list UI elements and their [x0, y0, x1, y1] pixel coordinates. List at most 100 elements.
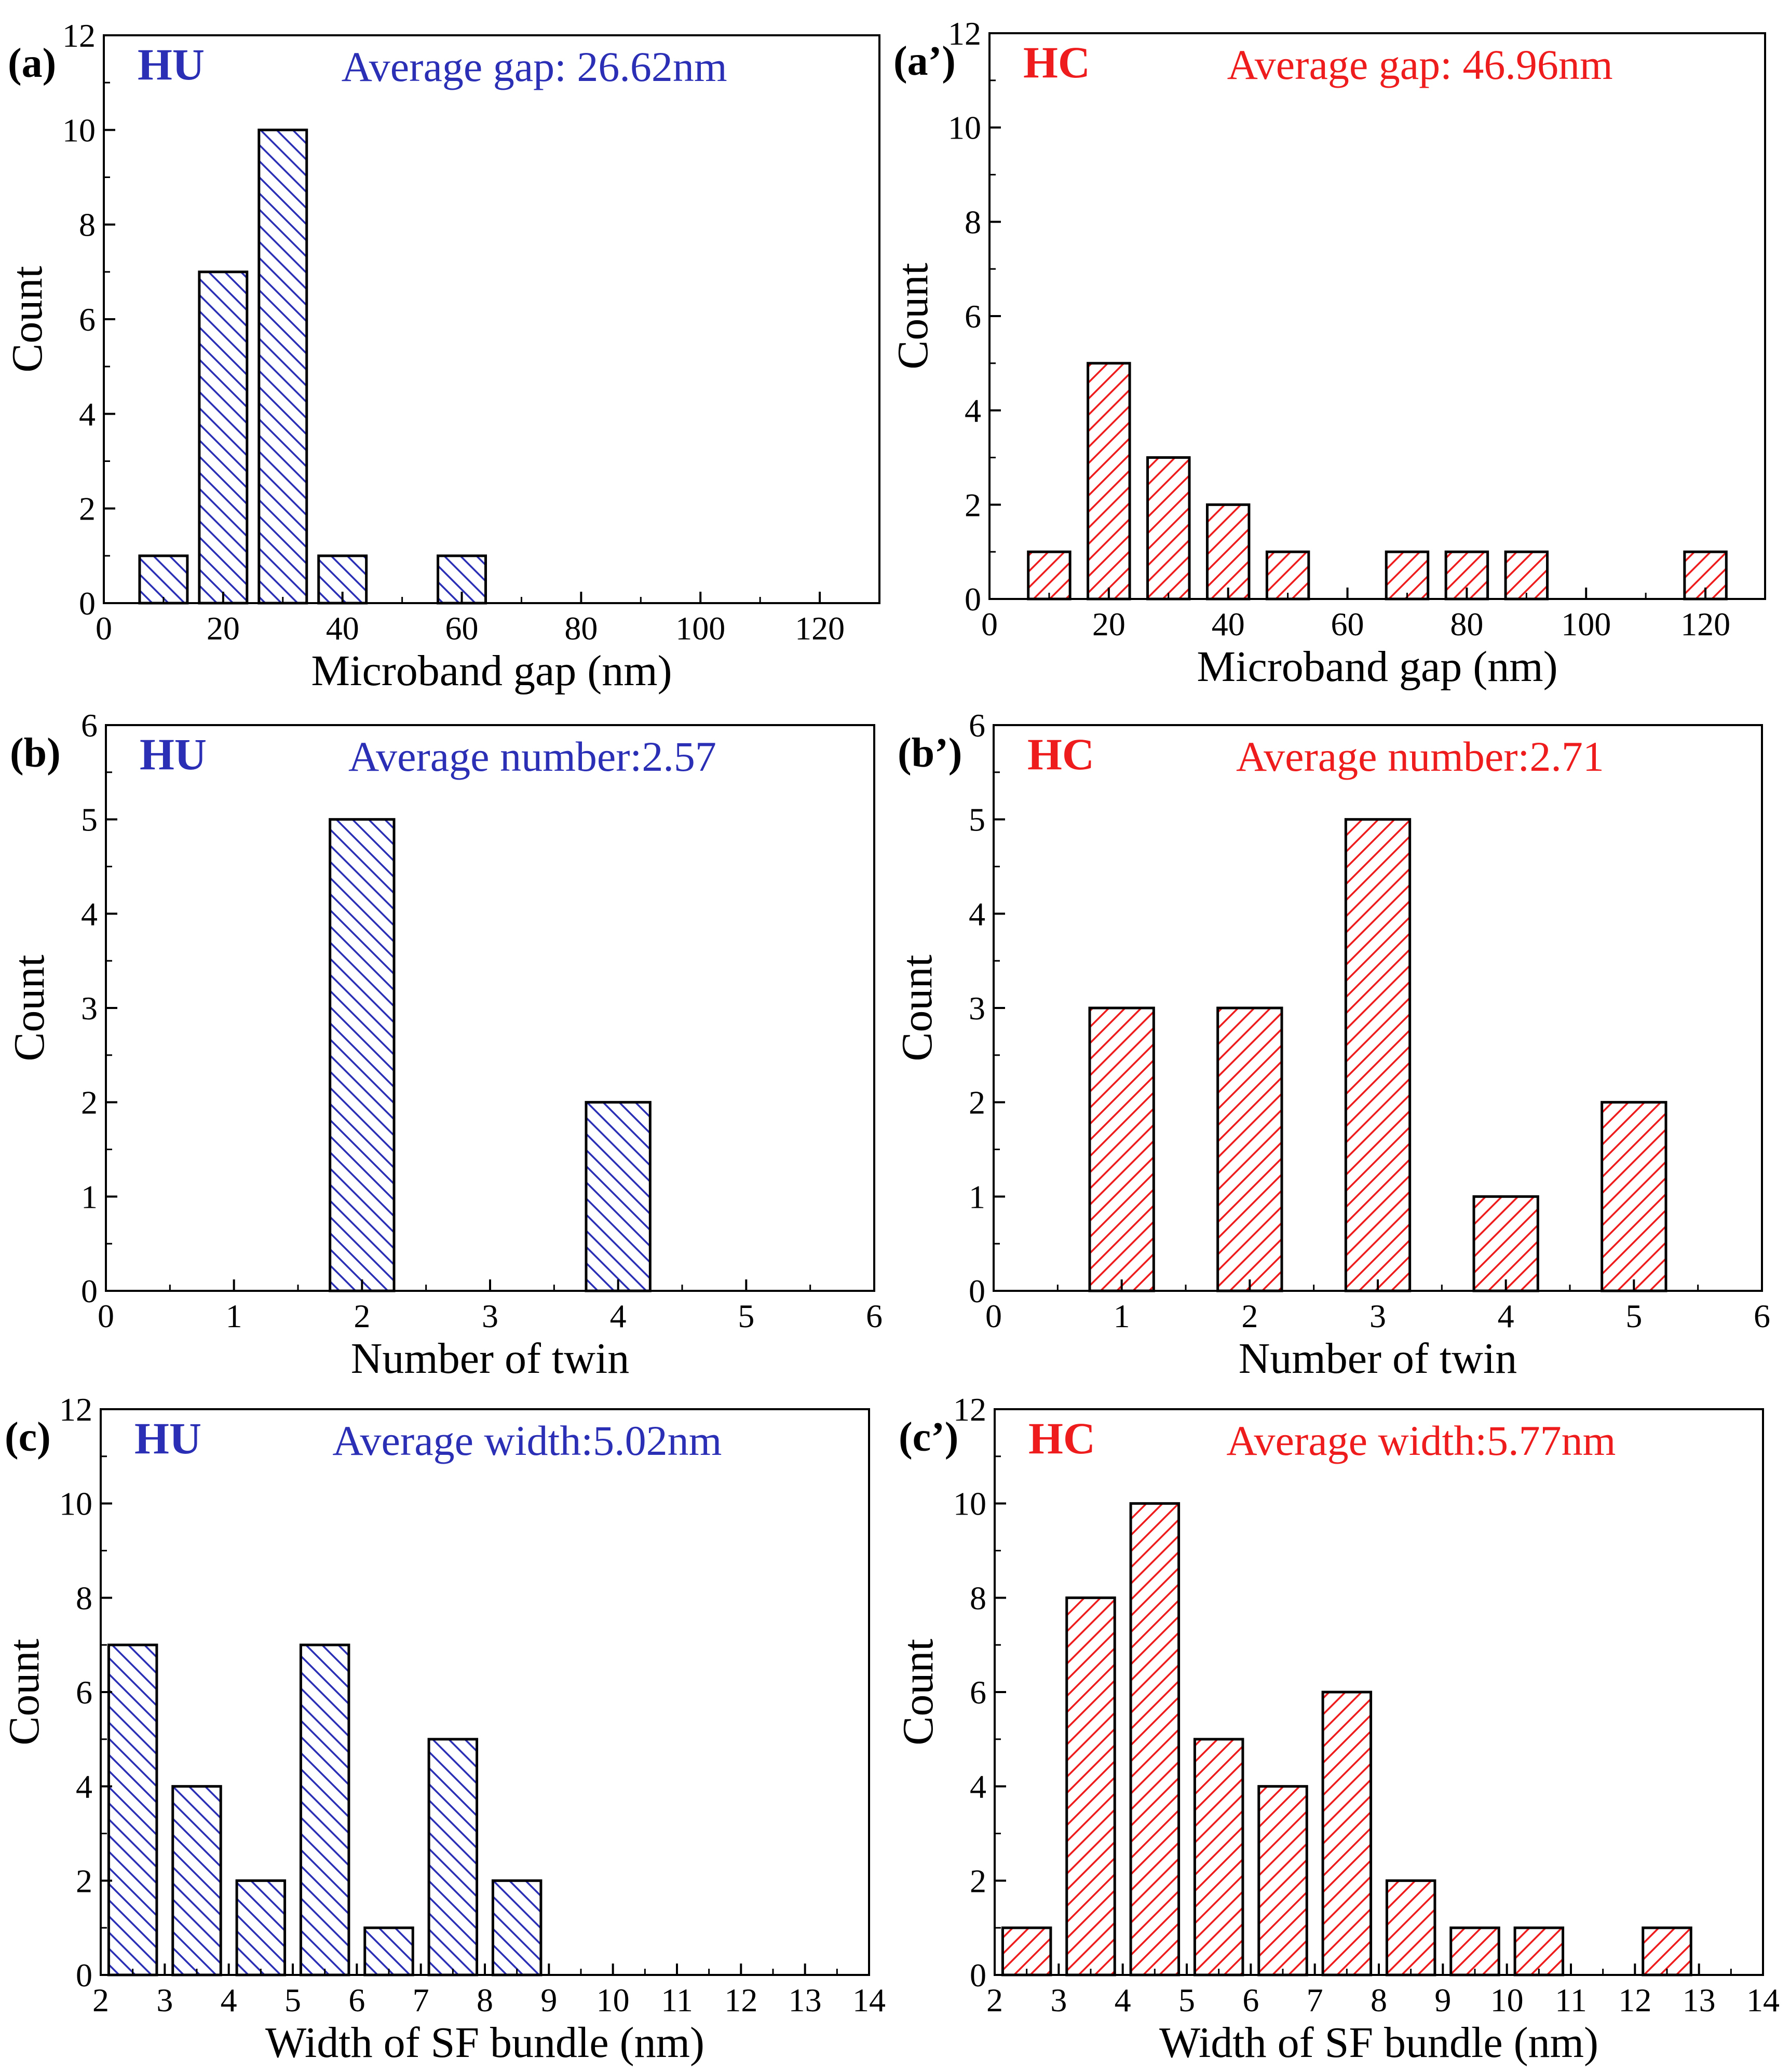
x-axis-label: Microband gap (nm) — [311, 647, 672, 695]
x-tick-label: 1 — [1114, 1298, 1130, 1334]
y-tick-label: 4 — [970, 1768, 986, 1805]
y-tick-label: 0 — [969, 1273, 985, 1310]
y-tick-label: 8 — [970, 1579, 986, 1616]
x-tick-label: 7 — [1307, 1982, 1323, 2019]
bar-c2-2 — [1129, 1502, 1181, 1976]
panel-label: (c’) — [899, 1414, 958, 1460]
bar-c-0 — [107, 1643, 158, 1976]
y-tick-label: 12 — [59, 1391, 92, 1428]
x-axis-label: Number of twin — [1239, 1334, 1517, 1383]
x-tick-label: 10 — [1490, 1982, 1524, 2019]
x-tick-label: 100 — [1561, 606, 1611, 643]
x-tick-label: 2 — [986, 1982, 1003, 2019]
y-axis-label: Count — [894, 1639, 942, 1745]
bar-c2-1 — [1065, 1596, 1116, 1976]
x-tick-label: 10 — [596, 1982, 630, 2019]
bar-b2-1 — [1216, 1006, 1283, 1292]
bar-c-5 — [427, 1738, 479, 1976]
y-tick-label: 2 — [969, 1084, 985, 1121]
sample-label: HU — [140, 729, 207, 779]
y-tick-label: 2 — [79, 490, 96, 527]
x-tick-label: 0 — [98, 1298, 114, 1334]
y-tick-label: 4 — [79, 396, 96, 432]
y-tick-label: 3 — [81, 990, 98, 1027]
y-tick-label: 10 — [953, 1485, 986, 1522]
sample-label: HU — [134, 1413, 201, 1463]
x-tick-label: 13 — [1683, 1982, 1716, 2019]
x-tick-label: 0 — [96, 610, 112, 647]
average-stat-label: Average gap: 26.62nm — [342, 43, 727, 90]
x-tick-label: 6 — [866, 1298, 883, 1334]
average-stat-label: Average gap: 46.96nm — [1227, 41, 1613, 88]
x-tick-label: 11 — [1555, 1982, 1587, 2019]
bar-b2-4 — [1601, 1101, 1667, 1292]
x-tick-label: 40 — [1212, 606, 1245, 643]
sample-label: HU — [138, 39, 205, 89]
y-tick-label: 0 — [79, 585, 96, 622]
bar-c-6 — [491, 1879, 543, 1976]
y-tick-label: 12 — [948, 15, 981, 52]
x-axis-label: Width of SF bundle (nm) — [265, 2019, 704, 2067]
x-tick-label: 8 — [1371, 1982, 1387, 2019]
average-stat-label: Average number:2.57 — [348, 733, 716, 780]
x-tick-label: 5 — [1625, 1298, 1642, 1334]
chart-panel-b2: 0 1 2 3 4 5 6 0 1 2 3 4 5 6 Number of twin Count (b’) HC A… — [893, 707, 1770, 1383]
y-tick-label: 1 — [969, 1178, 985, 1215]
x-tick-label: 3 — [156, 1982, 173, 2019]
y-tick-label: 10 — [948, 110, 981, 146]
x-tick-label: 100 — [675, 610, 725, 647]
x-tick-label: 5 — [738, 1298, 754, 1334]
y-tick-label: 4 — [969, 895, 985, 932]
panel-label: (b) — [10, 730, 61, 776]
sample-label: HC — [1027, 729, 1094, 779]
y-tick-label: 8 — [79, 207, 96, 243]
y-tick-label: 6 — [79, 301, 96, 338]
y-tick-label: 6 — [76, 1674, 92, 1711]
y-tick-label: 2 — [970, 1862, 986, 1899]
y-tick-label: 6 — [970, 1674, 986, 1711]
y-tick-label: 6 — [969, 707, 985, 744]
y-tick-label: 2 — [76, 1862, 92, 1899]
sample-label: HC — [1023, 37, 1090, 87]
x-tick-label: 0 — [981, 606, 998, 643]
y-axis-label: Count — [0, 1639, 48, 1745]
x-tick-label: 2 — [1241, 1298, 1258, 1334]
bar-b2-2 — [1344, 818, 1412, 1292]
bar-a2-5 — [1385, 550, 1430, 601]
bar-c-1 — [171, 1785, 222, 1976]
average-stat-label: Average number:2.71 — [1236, 733, 1604, 780]
x-tick-label: 3 — [1050, 1982, 1067, 2019]
x-tick-label: 4 — [221, 1982, 237, 2019]
x-tick-label: 3 — [1369, 1298, 1386, 1334]
y-tick-label: 2 — [965, 486, 981, 523]
panel-label: (c) — [5, 1414, 51, 1460]
x-tick-label: 6 — [1754, 1298, 1770, 1334]
x-tick-label: 60 — [1331, 606, 1364, 643]
bar-a-0 — [138, 554, 189, 605]
x-tick-label: 80 — [564, 610, 598, 647]
y-axis-label: Count — [3, 266, 51, 372]
x-tick-label: 120 — [1680, 606, 1730, 643]
x-tick-label: 14 — [852, 1982, 886, 2019]
x-tick-label: 4 — [610, 1298, 627, 1334]
y-tick-label: 4 — [965, 392, 981, 429]
y-tick-label: 10 — [59, 1485, 92, 1522]
y-tick-label: 10 — [62, 112, 96, 148]
y-tick-label: 8 — [76, 1579, 92, 1616]
x-tick-label: 7 — [413, 1982, 429, 2019]
average-stat-label: Average width:5.77nm — [1226, 1417, 1616, 1464]
y-tick-label: 0 — [965, 581, 981, 618]
bar-a2-2 — [1146, 456, 1191, 601]
panel-label: (a) — [8, 40, 56, 86]
x-axis-label: Microband gap (nm) — [1197, 643, 1557, 691]
bar-a2-3 — [1205, 503, 1251, 601]
bar-c2-7 — [1449, 1926, 1500, 1976]
bar-c-2 — [235, 1879, 287, 1976]
bar-a2-0 — [1027, 550, 1072, 601]
x-axis-label: Number of twin — [351, 1334, 630, 1383]
x-tick-label: 120 — [795, 610, 845, 647]
bar-a2-1 — [1087, 362, 1131, 601]
x-axis-label: Width of SF bundle (nm) — [1159, 2019, 1598, 2067]
